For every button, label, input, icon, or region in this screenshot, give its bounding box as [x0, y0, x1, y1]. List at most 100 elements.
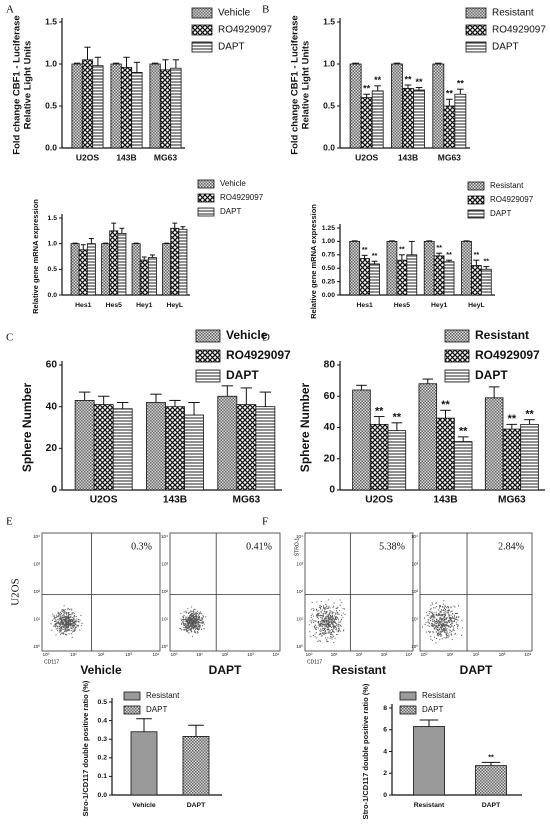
event-dot [444, 618, 446, 620]
event-dot [441, 623, 443, 625]
event-dot [443, 623, 445, 625]
event-dot [67, 617, 69, 619]
error-bar [259, 391, 272, 407]
event-dot [323, 624, 325, 626]
event-dot [197, 627, 199, 629]
event-dot [320, 614, 322, 616]
event-dot [438, 612, 440, 614]
event-dot [331, 615, 333, 617]
event-dot [62, 622, 64, 624]
y-tick-label: 40 [46, 401, 58, 412]
event-dot [434, 617, 436, 619]
event-dot [58, 630, 60, 632]
event-dot [437, 632, 439, 634]
bar [436, 417, 455, 491]
event-dot [191, 611, 193, 613]
event-dot [72, 627, 74, 629]
event-dot [333, 627, 335, 629]
event-dot [72, 619, 74, 621]
event-dot [458, 616, 460, 618]
event-dot [456, 617, 458, 619]
event-dot [325, 613, 327, 615]
event-dot [331, 632, 333, 634]
event-dot [56, 623, 58, 625]
event-dot [196, 621, 198, 623]
y-axis-label: Sphere Number [20, 382, 34, 472]
event-dot [316, 610, 318, 612]
event-dot [192, 624, 194, 626]
event-dot [325, 624, 327, 626]
event-dot [436, 606, 438, 608]
event-dot [79, 619, 81, 621]
event-dot [339, 604, 341, 606]
event-dot [71, 622, 73, 624]
quadrant-percent: 0.41% [246, 541, 272, 552]
event-dot [190, 611, 192, 613]
event-dot [319, 623, 321, 625]
event-dot [67, 621, 69, 623]
event-dot [438, 613, 440, 615]
event-dot [323, 619, 325, 621]
flow-tick-label: 10⁰ [33, 644, 40, 649]
event-dot [195, 626, 197, 628]
event-dot [198, 629, 200, 631]
event-dot [202, 614, 204, 616]
legend-label: RO4929097 [220, 193, 264, 202]
bar [130, 731, 158, 796]
event-dot [203, 615, 205, 617]
event-dot [437, 615, 439, 617]
event-dot [435, 627, 437, 629]
event-dot [66, 629, 68, 631]
event-dot [443, 612, 445, 614]
event-dot [433, 616, 435, 618]
event-dot [447, 607, 449, 609]
bar [74, 400, 95, 491]
event-dot [334, 637, 336, 639]
event-dot [196, 619, 198, 621]
bar [480, 268, 492, 296]
event-dot [62, 625, 64, 627]
event-dot [338, 621, 340, 623]
event-dot [333, 626, 335, 628]
event-dot [192, 613, 194, 615]
event-dot [199, 625, 201, 627]
event-dot [70, 616, 72, 618]
error-bar [436, 252, 443, 256]
event-dot [327, 626, 329, 628]
event-dot [340, 620, 342, 622]
event-dot [63, 627, 65, 629]
event-dot [62, 625, 64, 627]
event-dot [448, 629, 450, 631]
event-dot [61, 619, 63, 621]
y-tick-label: 0 [51, 485, 57, 496]
event-dot [331, 616, 333, 618]
event-dot [436, 618, 438, 620]
event-dot [439, 632, 441, 634]
event-dot [446, 631, 448, 633]
event-dot [193, 616, 195, 618]
legend-label: Resistant [492, 8, 534, 19]
event-dot [193, 625, 195, 627]
event-dot [336, 630, 338, 632]
y-tick-label: 0.0 [323, 142, 335, 152]
event-dot [334, 617, 336, 619]
event-dot [333, 620, 335, 622]
flow-tick-label: 10⁴ [161, 534, 168, 539]
event-dot [450, 614, 452, 616]
event-dot [316, 614, 318, 616]
event-dot [58, 623, 60, 625]
flow-tick-label: 10¹ [411, 617, 418, 622]
event-dot [437, 625, 439, 627]
event-dot [186, 623, 188, 625]
event-dot [67, 612, 69, 614]
event-dot [183, 618, 185, 620]
event-dot [328, 616, 330, 618]
event-dot [186, 627, 188, 629]
error-bar [240, 387, 253, 405]
y-tick-label: 1.0 [48, 240, 58, 247]
event-dot [441, 638, 443, 640]
event-dot [73, 625, 75, 627]
event-dot [443, 629, 445, 631]
event-dot [319, 606, 321, 608]
